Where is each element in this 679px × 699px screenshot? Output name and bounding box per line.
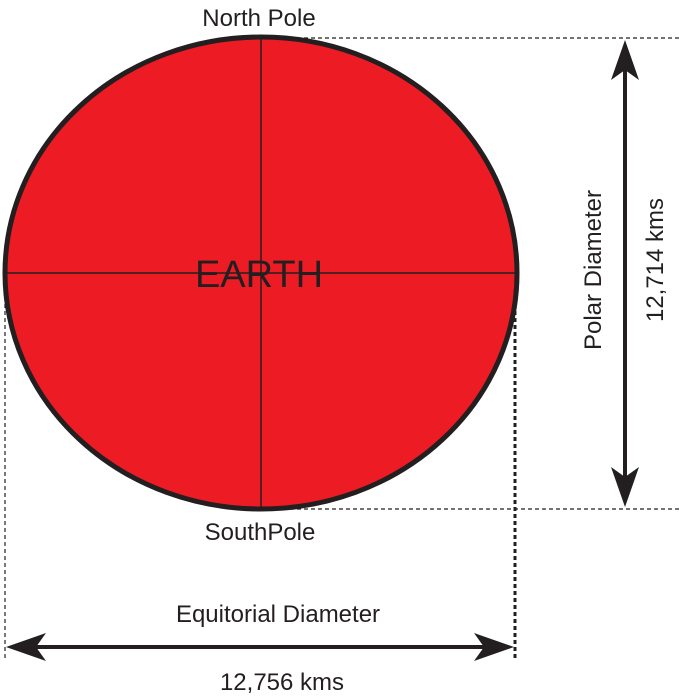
polar-diameter-title: Polar Diameter <box>580 190 607 350</box>
polar-diameter-value: 12,714 kms <box>642 198 669 322</box>
earth-label: EARTH <box>195 254 323 296</box>
equatorial-diameter-value: 12,756 kms <box>220 669 344 696</box>
south-pole-label: SouthPole <box>205 519 316 546</box>
equatorial-arrow-right-icon <box>474 633 514 661</box>
polar-arrow-top-icon <box>611 40 639 80</box>
equatorial-arrow-left-icon <box>6 633 46 661</box>
north-pole-label: North Pole <box>202 5 315 32</box>
polar-arrow-bottom-icon <box>611 467 639 507</box>
equatorial-diameter-title: Equitorial Diameter <box>176 601 380 628</box>
